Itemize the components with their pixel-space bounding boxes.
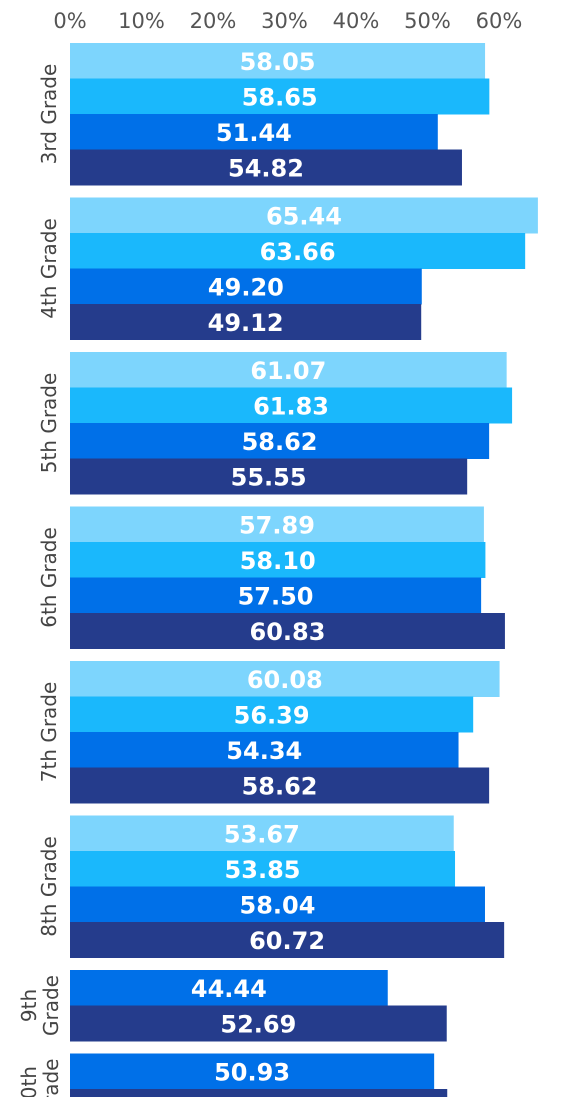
bar-value-label: 49.20: [208, 273, 284, 301]
category-label-line: 9th: [17, 989, 41, 1022]
category-label: 9thGrade: [17, 975, 63, 1036]
bar: [70, 304, 422, 340]
x-tick-label: 50%: [404, 9, 451, 33]
bar: [70, 197, 538, 234]
bar: [70, 661, 500, 697]
bar-value-label: 53.67: [224, 820, 300, 848]
bar-value-label: 58.04: [240, 891, 316, 919]
bar-value-label: 60.08: [247, 666, 323, 694]
bar-value-label: 54.82: [228, 154, 304, 182]
bar-value-label: 58.10: [240, 547, 316, 575]
bar-value-label: 55.55: [231, 463, 307, 491]
bar: [70, 423, 490, 459]
bar: [70, 78, 490, 115]
bar: [70, 352, 507, 388]
bar: [70, 43, 486, 79]
bar: [70, 506, 484, 543]
category-label: 8th Grade: [37, 836, 61, 937]
bar-value-label: 53.85: [225, 856, 301, 884]
bar-group: 44.44 52.69 9thGrade: [17, 970, 447, 1042]
bar: [70, 458, 468, 495]
bar-value-label: 51.44: [216, 119, 292, 147]
bar-group: 61.07 61.83 58.62 55.55 5th Grade: [37, 352, 513, 495]
bar-group: 60.08 56.39 54.34 58.62 7th Grade: [37, 661, 500, 804]
bar: [70, 696, 474, 733]
bar-group: 58.05 58.65 51.44 54.82 3rd Grade: [37, 43, 490, 186]
bar-value-label: 65.44: [266, 202, 342, 230]
bar-value-label: 61.07: [250, 357, 326, 385]
bar: [70, 767, 490, 804]
bar: [70, 1005, 447, 1042]
x-tick-label: 20%: [190, 9, 237, 33]
category-label-line: 10th: [17, 1066, 41, 1097]
bar: [70, 732, 459, 768]
bar-value-label: 60.72: [249, 927, 325, 955]
bar-value-label: 49.12: [208, 309, 284, 337]
bar-value-label: 44.44: [191, 975, 267, 1003]
bar-groups: 58.05 58.65 51.44 54.82 3rd Grade 65.44 63.66 4…: [17, 43, 538, 1097]
bar: [70, 922, 505, 958]
category-label: 10thGrade: [17, 1059, 63, 1097]
bar-value-label: 58.62: [242, 428, 318, 456]
bar-value-label: 58.65: [242, 83, 318, 111]
bar-value-label: 61.83: [253, 392, 329, 420]
bar-group: 57.89 58.10 57.50 60.83 6th Grade: [37, 506, 505, 649]
bar-group: 50.93 52.76 10thGrade: [17, 1053, 448, 1097]
category-label-line: Grade: [39, 1059, 63, 1097]
bar-value-label: 54.34: [226, 737, 302, 765]
bar: [70, 149, 462, 186]
bar-value-label: 57.89: [239, 511, 315, 539]
bar: [70, 268, 422, 305]
bar-value-label: 58.62: [242, 772, 318, 800]
bar: [70, 542, 486, 578]
x-tick-label: 0%: [53, 9, 86, 33]
bar-value-label: 56.39: [234, 701, 310, 729]
category-label: 6th Grade: [37, 527, 61, 628]
bar: [70, 1053, 435, 1090]
bar-value-label: 52.69: [220, 1010, 296, 1038]
bar-group: 53.67 53.85 58.04 60.72 8th Grade: [37, 815, 505, 958]
bar: [70, 970, 388, 1006]
category-label: 5th Grade: [37, 373, 61, 474]
category-label-line: Grade: [39, 975, 63, 1036]
bar: [70, 114, 438, 150]
category-label: 3rd Grade: [37, 64, 61, 165]
bar: [70, 387, 513, 424]
category-label: 7th Grade: [37, 682, 61, 783]
x-tick-label: 30%: [261, 9, 308, 33]
bar-value-label: 52.76: [221, 1094, 297, 1097]
x-axis-tick-labels: 0% 10% 20% 30% 40% 50% 60%: [53, 9, 522, 33]
category-label: 4th Grade: [37, 218, 61, 319]
bar-value-label: 50.93: [214, 1058, 290, 1086]
x-tick-label: 40%: [333, 9, 380, 33]
bar: [70, 886, 485, 923]
bar-value-label: 63.66: [260, 238, 336, 266]
bar: [70, 577, 482, 614]
bar-group: 65.44 63.66 49.20 49.12 4th Grade: [37, 197, 538, 340]
bar-value-label: 60.83: [250, 618, 326, 646]
bar: [70, 233, 526, 269]
bar-value-label: 57.50: [238, 582, 314, 610]
x-tick-label: 60%: [476, 9, 523, 33]
bar-value-label: 58.05: [240, 48, 316, 76]
bar: [70, 815, 454, 852]
bar: [70, 1089, 448, 1097]
bar: [70, 851, 456, 887]
bar: [70, 613, 505, 649]
x-tick-label: 10%: [118, 9, 165, 33]
